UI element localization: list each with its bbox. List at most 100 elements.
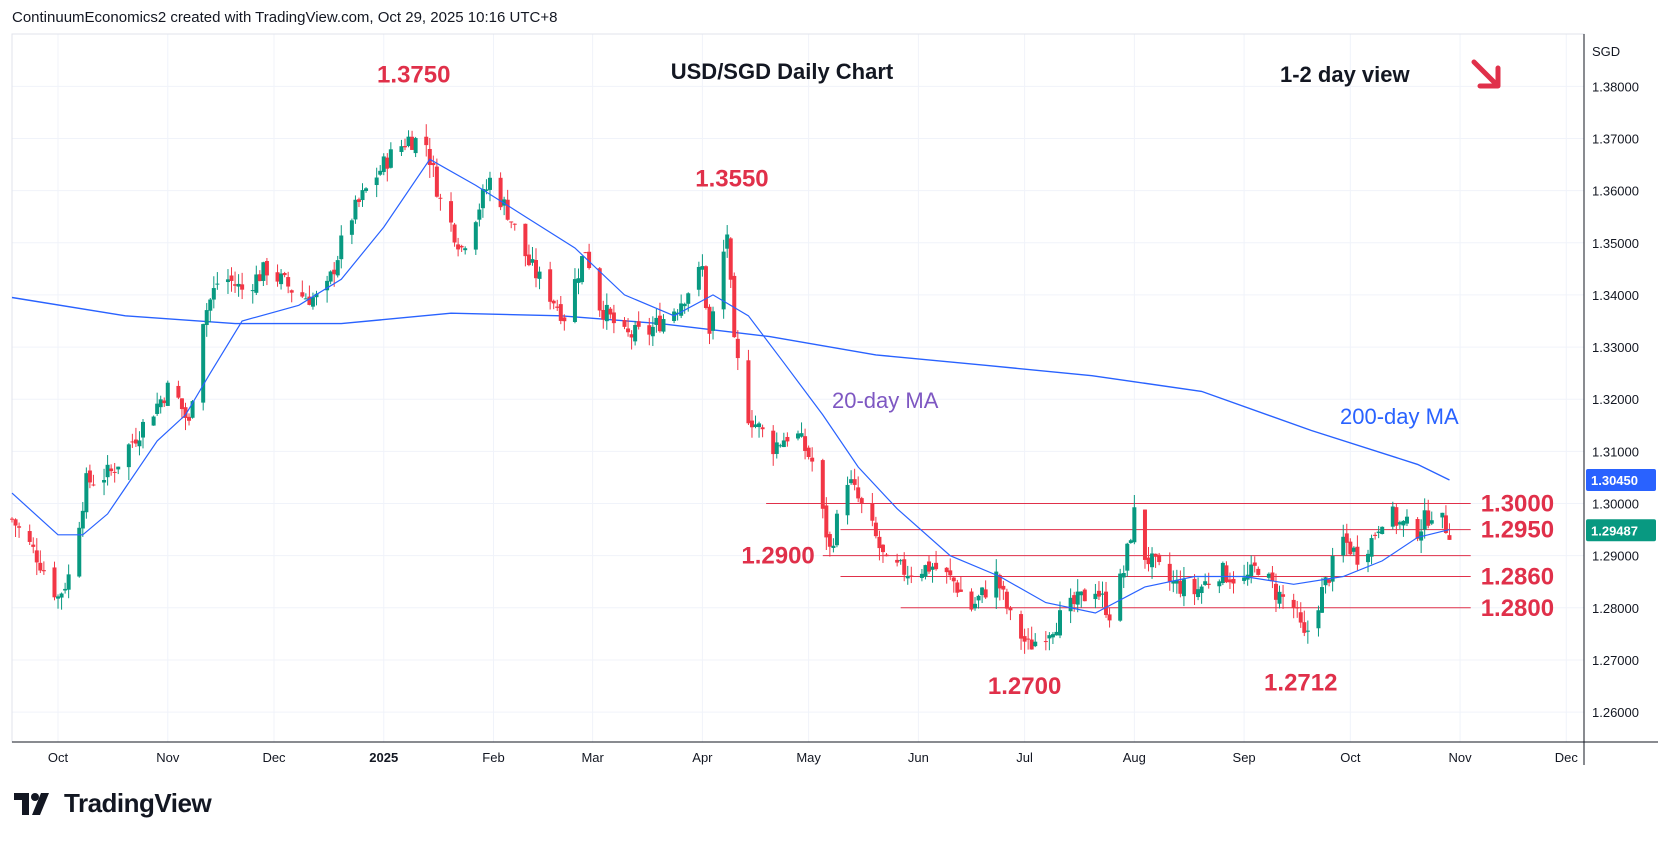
candle-body bbox=[980, 587, 985, 596]
candle-body bbox=[1008, 607, 1013, 611]
candle-body bbox=[944, 567, 949, 573]
candle-body bbox=[562, 317, 567, 322]
price-tick-label: 1.33000 bbox=[1592, 340, 1639, 355]
candle-body bbox=[410, 136, 415, 150]
candle-body bbox=[385, 157, 390, 169]
candle-body bbox=[452, 224, 457, 243]
ma20-layer bbox=[11, 158, 1450, 614]
candle-body bbox=[1181, 579, 1186, 597]
candle-body bbox=[1022, 636, 1027, 642]
time-tick-label: Apr bbox=[692, 750, 713, 765]
candle-body bbox=[1026, 638, 1031, 640]
plot-area-border bbox=[11, 33, 1585, 743]
candle-body bbox=[1344, 533, 1349, 543]
candle-body bbox=[105, 464, 110, 478]
candle-body bbox=[902, 559, 907, 575]
candle-body bbox=[682, 303, 687, 307]
candle-body bbox=[997, 574, 1002, 589]
candle-body bbox=[732, 275, 737, 338]
price-axis[interactable]: 1.38000 1.37000 1.36000 1.35000 1.34000 1.330… bbox=[1592, 44, 1639, 720]
level-label: 1.2950 bbox=[1481, 517, 1554, 544]
tradingview-logo-icon bbox=[14, 792, 49, 815]
price-tick-label: 1.37000 bbox=[1592, 131, 1639, 146]
candle-body bbox=[856, 487, 861, 499]
time-tick-label: Nov bbox=[156, 750, 180, 765]
candle-body bbox=[948, 570, 953, 576]
candle-body bbox=[1019, 614, 1024, 639]
candle-body bbox=[183, 407, 188, 418]
time-tick-label: Sep bbox=[1233, 750, 1256, 765]
candle-body bbox=[753, 424, 758, 427]
level-label: 1.2860 bbox=[1481, 564, 1554, 591]
candle-body bbox=[34, 550, 39, 563]
candle-body bbox=[261, 262, 266, 281]
candle-body bbox=[1050, 634, 1055, 638]
candle-body bbox=[381, 156, 386, 173]
candle-body bbox=[1093, 593, 1098, 600]
candle-body bbox=[165, 382, 170, 406]
candle-body bbox=[1118, 573, 1123, 621]
time-axis[interactable]: Oct Nov Dec 2025 Feb Mar Apr May Jun Jul Aug Sep Oct… bbox=[48, 750, 1578, 765]
candle-body bbox=[176, 385, 181, 398]
candle-body bbox=[548, 269, 553, 302]
price-tick-label: 1.28000 bbox=[1592, 601, 1639, 616]
candle-body bbox=[735, 338, 740, 359]
candle-body bbox=[215, 283, 220, 285]
candle-body bbox=[1192, 578, 1197, 595]
candle-body bbox=[484, 189, 489, 191]
candle-body bbox=[480, 188, 485, 209]
candle-body bbox=[608, 308, 613, 315]
candle-body bbox=[179, 398, 184, 410]
candle-body bbox=[254, 274, 259, 293]
tradingview-logo[interactable]: TradingView bbox=[14, 788, 212, 819]
candle-body bbox=[1376, 531, 1381, 534]
current-price-badge bbox=[1586, 519, 1656, 542]
candle-body bbox=[1273, 583, 1278, 600]
candle-body bbox=[611, 312, 616, 324]
candle-body bbox=[13, 519, 18, 526]
candle-body bbox=[622, 320, 627, 327]
time-tick-label: Oct bbox=[1340, 750, 1361, 765]
candle-body bbox=[463, 248, 468, 251]
candle-body bbox=[1217, 581, 1222, 587]
time-tick-label: Dec bbox=[262, 750, 286, 765]
candle-body bbox=[654, 317, 659, 325]
candle-body bbox=[1167, 563, 1172, 582]
candle-body bbox=[1043, 641, 1048, 643]
candle-body bbox=[1320, 587, 1324, 613]
candle-body bbox=[803, 436, 808, 451]
candle-body bbox=[1142, 509, 1147, 560]
candle-body bbox=[413, 138, 418, 154]
candle-body bbox=[505, 199, 510, 220]
candle-body bbox=[59, 593, 64, 598]
candle-body bbox=[1096, 590, 1101, 597]
candle-body bbox=[56, 596, 61, 599]
price-tick-label: 1.31000 bbox=[1592, 444, 1639, 459]
candle-body bbox=[300, 292, 305, 297]
candle-body bbox=[604, 304, 609, 322]
candle-body bbox=[551, 300, 556, 304]
candle-body bbox=[1104, 591, 1109, 616]
candle-body bbox=[126, 444, 131, 468]
candle-body bbox=[282, 273, 287, 276]
price-tick-label: 1.36000 bbox=[1592, 184, 1639, 199]
candle-body bbox=[279, 273, 284, 285]
candle-body bbox=[314, 293, 319, 298]
candle-body bbox=[225, 279, 230, 283]
candle-body bbox=[530, 259, 535, 263]
ma-label: 20-day MA bbox=[832, 388, 939, 413]
candle-body bbox=[1305, 630, 1310, 632]
candle-body bbox=[201, 324, 206, 403]
candle-body bbox=[927, 561, 931, 572]
ma200-badge bbox=[1586, 469, 1656, 492]
candle-body bbox=[1001, 585, 1006, 590]
down-right-arrow-icon bbox=[1471, 59, 1501, 89]
candle-body bbox=[257, 274, 262, 282]
candle-body bbox=[1121, 573, 1126, 578]
chart-title: USD/SGD Daily Chart bbox=[671, 59, 894, 84]
extreme-label: 1.3550 bbox=[695, 166, 768, 193]
time-tick-label: May bbox=[796, 750, 821, 765]
candle-body bbox=[31, 544, 36, 547]
candle-body bbox=[994, 571, 999, 598]
